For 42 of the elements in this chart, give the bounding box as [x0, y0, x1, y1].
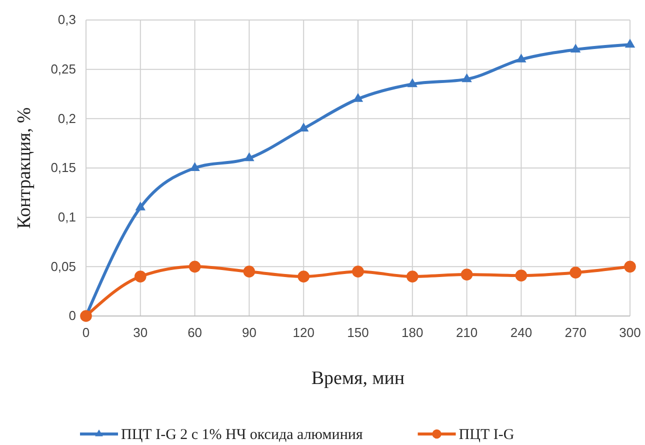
- legend-label: ПЦТ I-G: [458, 427, 514, 443]
- x-tick-label: 60: [188, 325, 202, 340]
- point: [406, 270, 418, 282]
- point: [570, 44, 581, 53]
- point: [80, 310, 92, 322]
- point: [188, 260, 201, 273]
- y-tick-label: 0,25: [50, 61, 76, 76]
- point: [570, 266, 582, 278]
- point: [407, 78, 418, 88]
- x-tick-label: 300: [619, 325, 641, 340]
- point: [624, 260, 636, 273]
- x-tick-label: 270: [564, 325, 586, 340]
- point: [624, 38, 636, 48]
- point: [298, 270, 310, 282]
- x-tick-label: 150: [347, 325, 369, 340]
- point: [243, 266, 256, 278]
- x-tick-label: 180: [402, 325, 424, 340]
- point: [460, 268, 473, 280]
- x-tick-label: 210: [456, 325, 478, 340]
- x-axis-title: Время, мин: [311, 368, 405, 389]
- y-tick-label: 0,15: [50, 160, 76, 176]
- x-tick-label: 30: [133, 325, 148, 340]
- y-axis-title: Контракция, %: [14, 107, 35, 229]
- y-tick-label: 0,05: [50, 258, 76, 274]
- point: [190, 162, 200, 171]
- point: [244, 152, 254, 162]
- point: [352, 266, 364, 278]
- y-tick-label: 0: [68, 308, 76, 324]
- point: [462, 73, 472, 82]
- legend-label: ПЦТ I-G 2 с 1% НЧ оксида алюминия: [121, 427, 363, 443]
- point: [134, 270, 146, 282]
- y-tick-label: 0,3: [58, 12, 76, 28]
- x-tick-label: 120: [292, 325, 314, 340]
- point: [135, 202, 146, 210]
- y-tick-label: 0,1: [58, 209, 76, 224]
- x-tick-label: 0: [82, 325, 90, 340]
- x-tick-label: 90: [242, 325, 256, 340]
- x-tick-label: 240: [510, 325, 532, 340]
- point: [515, 270, 528, 282]
- point: [516, 54, 526, 62]
- y-tick-label: 0,2: [58, 110, 76, 126]
- point: [298, 122, 309, 132]
